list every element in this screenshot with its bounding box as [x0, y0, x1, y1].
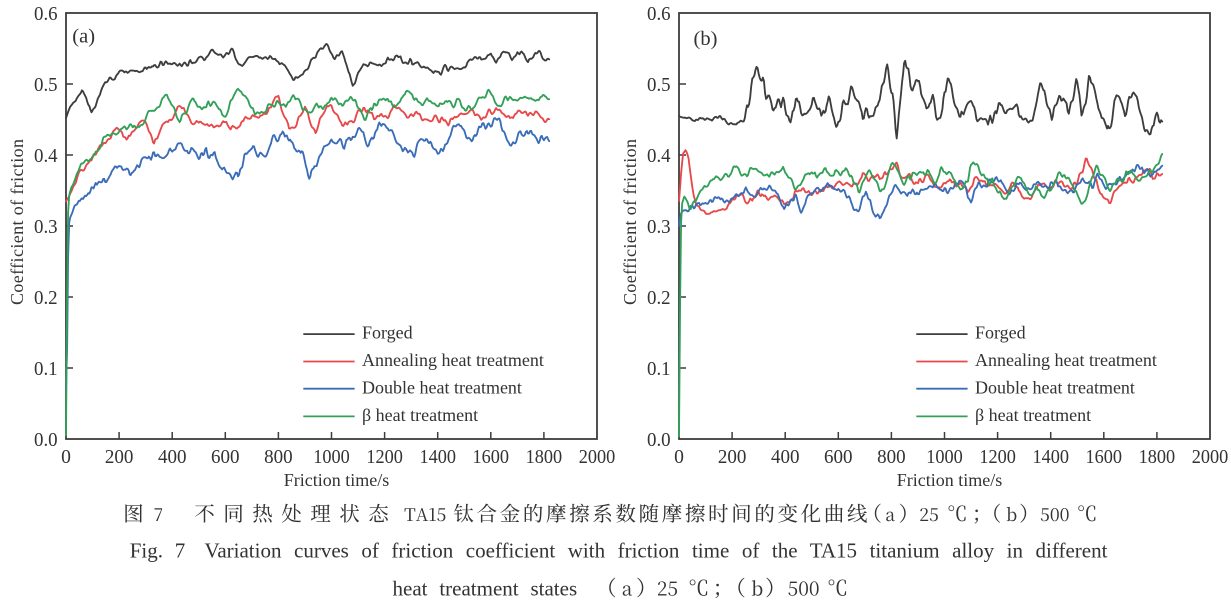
svg-text:200: 200	[718, 446, 747, 468]
svg-text:200: 200	[105, 446, 134, 468]
svg-text:1200: 1200	[366, 446, 403, 468]
svg-text:Forged: Forged	[362, 323, 413, 343]
svg-text:1000: 1000	[926, 446, 963, 468]
svg-text:0.6: 0.6	[647, 3, 671, 25]
svg-text:0.3: 0.3	[34, 216, 58, 238]
svg-text:0.0: 0.0	[647, 429, 671, 451]
svg-text:1800: 1800	[1139, 446, 1176, 468]
svg-text:Double heat treatment: Double heat treatment	[975, 378, 1135, 398]
svg-text:0: 0	[61, 446, 71, 468]
svg-text:β heat treatment: β heat treatment	[362, 405, 478, 425]
svg-text:800: 800	[264, 446, 293, 468]
svg-text:600: 600	[211, 446, 240, 468]
svg-text:Friction time/s: Friction time/s	[284, 470, 390, 490]
svg-text:Coefficient of friction: Coefficient of friction	[620, 139, 640, 305]
svg-text:1600: 1600	[473, 446, 510, 468]
svg-text:Fig. 7: Fig. 7	[130, 539, 186, 563]
svg-text:1200: 1200	[979, 446, 1016, 468]
svg-text:0.5: 0.5	[647, 74, 671, 96]
svg-text:Annealing heat treatment: Annealing heat treatment	[362, 350, 544, 370]
svg-text:Coefficient of friction: Coefficient of friction	[7, 139, 27, 305]
svg-text:heat treatment states: heat treatment states	[393, 577, 578, 601]
svg-text:400: 400	[771, 446, 800, 468]
svg-text:Variation curves of friction c: Variation curves of friction coefficient…	[205, 539, 1108, 563]
svg-text:Annealing heat treatment: Annealing heat treatment	[975, 350, 1157, 370]
svg-text:(b): (b)	[694, 28, 718, 50]
svg-text:0.4: 0.4	[647, 145, 671, 167]
svg-text:2000: 2000	[579, 446, 616, 468]
svg-text:0.6: 0.6	[34, 3, 58, 25]
svg-text:800: 800	[877, 446, 906, 468]
svg-text:Forged: Forged	[975, 323, 1026, 343]
svg-text:0.0: 0.0	[34, 429, 58, 451]
svg-text:0.3: 0.3	[647, 216, 671, 238]
svg-text:1000: 1000	[313, 446, 350, 468]
svg-text:600: 600	[824, 446, 853, 468]
svg-text:0: 0	[674, 446, 684, 468]
svg-text:400: 400	[158, 446, 187, 468]
svg-text:1600: 1600	[1086, 446, 1123, 468]
svg-text:0.2: 0.2	[34, 287, 58, 309]
svg-text:1400: 1400	[419, 446, 456, 468]
svg-text:Friction time/s: Friction time/s	[897, 470, 1003, 490]
svg-text:(a): (a)	[72, 25, 95, 47]
svg-text:2000: 2000	[1192, 446, 1229, 468]
svg-text:0.1: 0.1	[34, 358, 58, 380]
svg-text:0.2: 0.2	[647, 287, 671, 309]
svg-text:1400: 1400	[1032, 446, 1069, 468]
svg-text:β heat treatment: β heat treatment	[975, 405, 1091, 425]
svg-text:0.1: 0.1	[647, 358, 671, 380]
svg-text:0.4: 0.4	[34, 145, 58, 167]
svg-text:Double heat treatment: Double heat treatment	[362, 378, 522, 398]
svg-text:0.5: 0.5	[34, 74, 58, 96]
svg-text:1800: 1800	[526, 446, 563, 468]
